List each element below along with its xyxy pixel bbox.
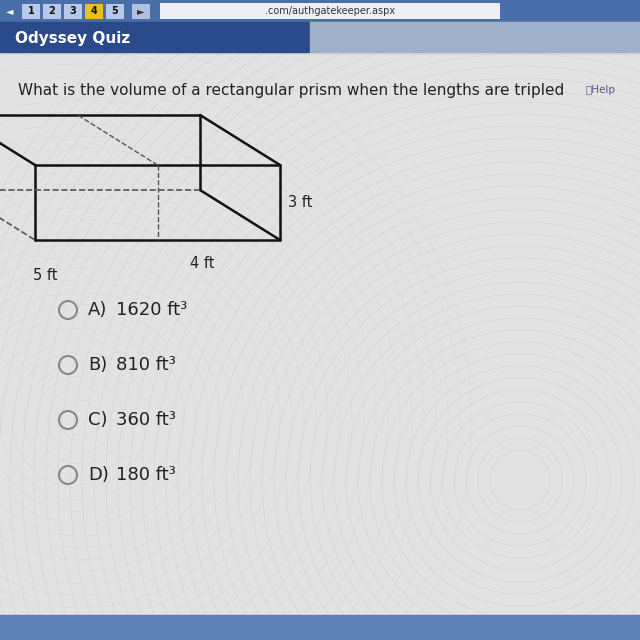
Text: A): A) [88, 301, 108, 319]
Bar [106, 4, 124, 19]
Text: 5: 5 [111, 6, 118, 17]
Text: 4 ft: 4 ft [190, 256, 215, 271]
Text: Odyssey Quiz: Odyssey Quiz [15, 31, 131, 45]
Text: ◄: ◄ [6, 6, 13, 16]
Text: .com/authgatekeeper.aspx: .com/authgatekeeper.aspx [265, 6, 395, 16]
Bar [310, 22, 640, 52]
Text: 4: 4 [91, 6, 97, 17]
Text: B): B) [88, 356, 108, 374]
Bar [0, 55, 640, 615]
Bar [132, 4, 150, 19]
Text: 3 ft: 3 ft [288, 195, 312, 210]
Bar [0, 0, 640, 22]
Text: What is the volume of a rectangular prism when the lengths are tripled: What is the volume of a rectangular pris… [18, 83, 564, 97]
Text: C): C) [88, 411, 108, 429]
Bar [0, 22, 310, 52]
Bar [85, 4, 103, 19]
Text: ►: ► [137, 6, 145, 17]
Text: 360 ft³: 360 ft³ [116, 411, 176, 429]
Bar [43, 4, 61, 19]
Text: D): D) [88, 466, 109, 484]
Bar [160, 3, 500, 19]
Text: 5 ft: 5 ft [33, 268, 57, 283]
Text: 1: 1 [28, 6, 35, 17]
Text: 810 ft³: 810 ft³ [116, 356, 176, 374]
Bar [22, 4, 40, 19]
Text: 2: 2 [49, 6, 56, 17]
Bar [64, 4, 82, 19]
Text: 180 ft³: 180 ft³ [116, 466, 176, 484]
Text: 3: 3 [70, 6, 76, 17]
Text: ❓Help: ❓Help [585, 85, 615, 95]
Bar [0, 615, 640, 640]
Text: 1620 ft³: 1620 ft³ [116, 301, 188, 319]
